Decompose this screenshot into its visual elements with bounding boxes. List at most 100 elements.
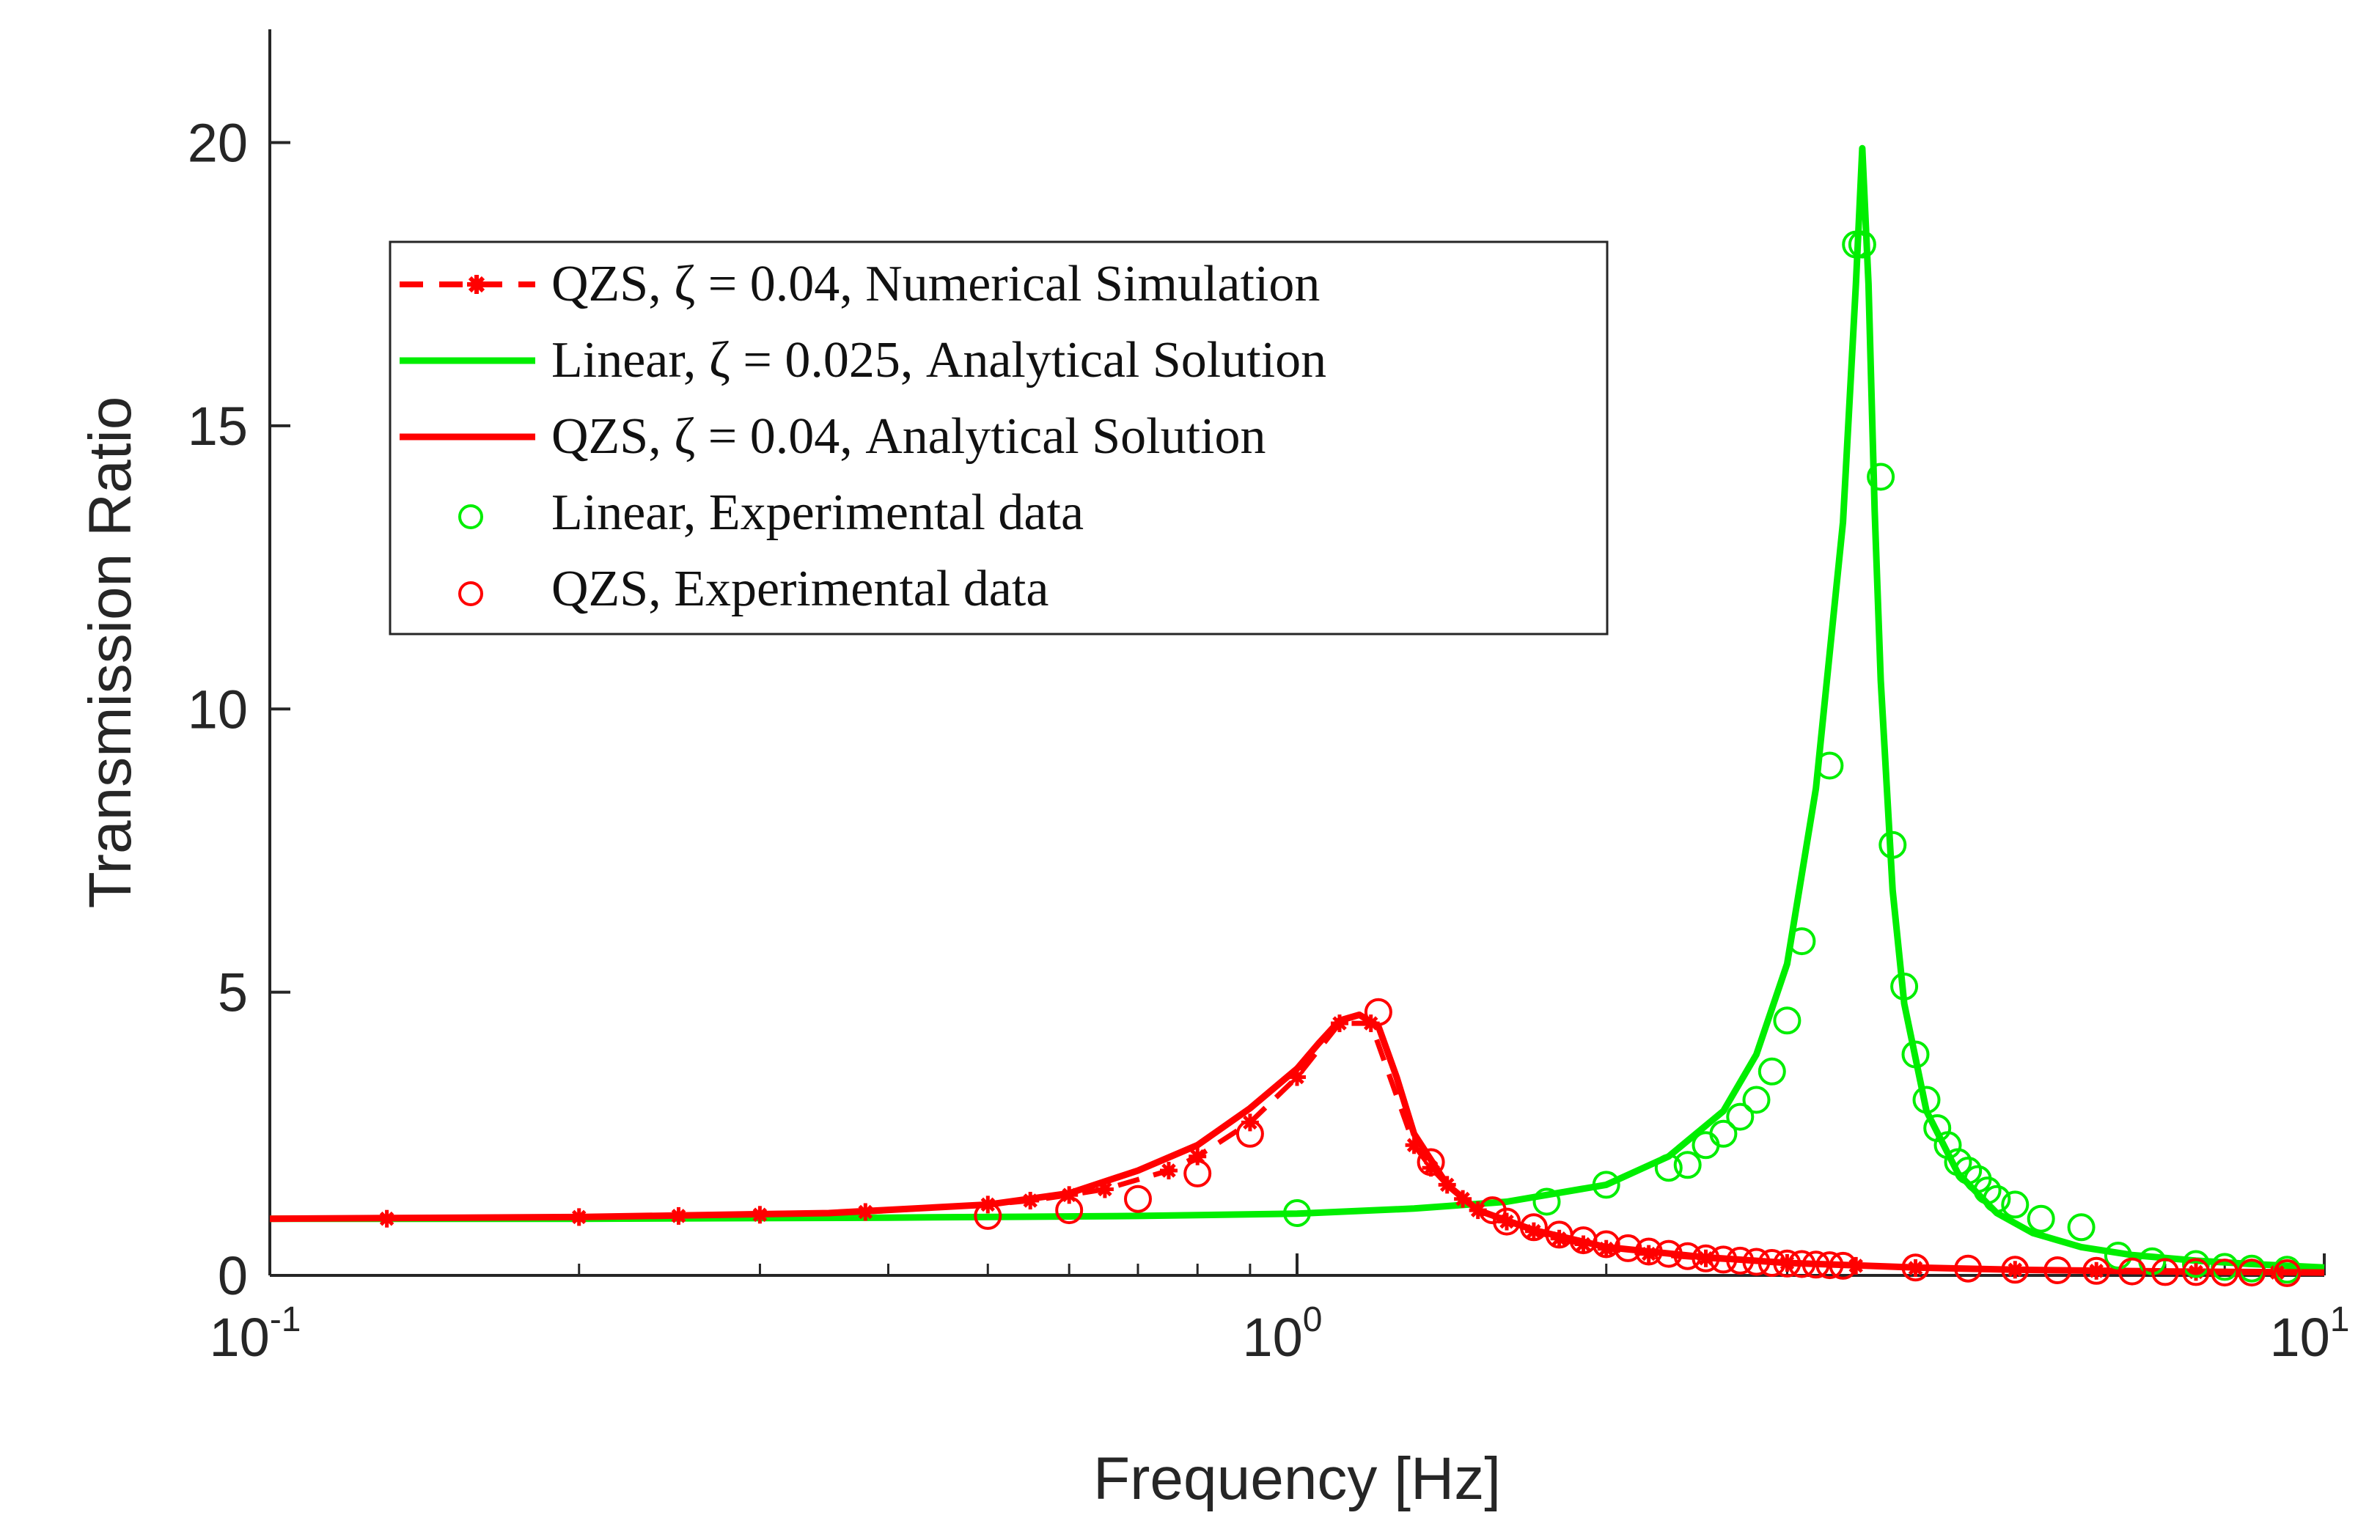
data-point-circle <box>1709 1245 1738 1274</box>
star-marker <box>856 1203 875 1221</box>
star-marker <box>1288 1068 1306 1086</box>
data-point-circle <box>1709 1119 1738 1148</box>
star-marker <box>1597 1239 1615 1258</box>
plot-series <box>269 144 2325 1287</box>
legend-swatch-star-marker <box>467 275 486 294</box>
data-point-circle <box>1912 1086 1941 1114</box>
data-point-circle <box>1532 1187 1561 1216</box>
data-point-circle <box>1983 1185 2011 1213</box>
data-point-circle <box>1867 463 1895 491</box>
data-point-circle <box>1235 1119 1264 1148</box>
star-marker <box>1524 1222 1543 1240</box>
data-point-circle <box>1788 1250 1816 1278</box>
data-point-circle <box>1726 1246 1755 1275</box>
star-marker <box>1160 1162 1178 1179</box>
star-marker <box>1405 1136 1423 1154</box>
data-point-circle <box>2043 1256 2072 1284</box>
legend-entry-linear-experimental: Linear, Experimental data <box>458 485 1084 541</box>
data-point-circle <box>2273 1259 2302 1287</box>
star-marker <box>1331 1014 1348 1033</box>
y-tick-label: 20 <box>188 113 248 174</box>
data-point-circle <box>1654 1239 1683 1268</box>
legend-label: QZS, ζ = 0.04, Numerical Simulation <box>551 256 1320 312</box>
star-marker <box>2006 1261 2024 1279</box>
data-point-circle <box>1829 1251 1857 1280</box>
y-tick-label: 15 <box>188 396 248 457</box>
data-point-circle <box>1417 1148 1445 1176</box>
x-axis-title: Frequency [Hz] <box>1093 1445 1501 1512</box>
data-point-circle <box>1973 1176 2002 1205</box>
data-point-circle <box>2182 1250 2210 1278</box>
star-marker <box>1574 1235 1593 1253</box>
data-point-circle <box>1283 1199 1311 1227</box>
legend-entry-linear-analytical: Linear, ζ = 0.025, Analytical Solution <box>400 332 1326 388</box>
y-tick-label: 0 <box>218 1245 248 1306</box>
data-point-circle <box>2238 1259 2266 1287</box>
y-axis-title: Transmission Ratio <box>77 397 144 909</box>
data-point-circle <box>1758 1057 1786 1086</box>
data-point-circle <box>1519 1213 1548 1242</box>
data-point-circle <box>1742 1086 1771 1114</box>
star-marker <box>669 1206 688 1225</box>
data-point-circle <box>1848 230 1876 259</box>
legend: QZS, ζ = 0.04, Numerical Simulation Line… <box>389 240 1609 635</box>
y-tick-label: 10 <box>188 679 248 740</box>
data-point-circle <box>1634 1237 1663 1266</box>
x-tick-label: 100 <box>1242 1300 1322 1368</box>
x-tick-label: 10-1 <box>210 1300 301 1368</box>
star-marker <box>1906 1259 1925 1277</box>
legend-entry-qzs-analytical: QZS, ζ = 0.04, Analytical Solution <box>400 408 1266 465</box>
legend-swatch-circle-marker <box>458 504 483 529</box>
data-point-circle <box>1842 230 1870 259</box>
data-point-circle <box>1788 927 1816 956</box>
legend-entry-qzs-experimental: QZS, Experimental data <box>458 561 1048 617</box>
data-point-circle <box>2151 1258 2179 1286</box>
x-tick-label: 101 <box>2269 1300 2349 1368</box>
data-point-circle <box>1692 1244 1720 1272</box>
data-point-circle <box>1758 1249 1786 1277</box>
data-point-circle <box>2082 1256 2111 1285</box>
data-point-circle <box>1673 1151 1702 1179</box>
data-point-circle <box>1890 972 1919 1001</box>
star-marker <box>570 1208 588 1226</box>
series-line-linear-analytical <box>270 144 2325 1271</box>
data-point-circle <box>1592 1171 1620 1199</box>
data-point-circle <box>2001 1190 2030 1219</box>
data-point-circle <box>2118 1257 2146 1286</box>
data-point-circle <box>2211 1259 2239 1287</box>
data-point-circle <box>1673 1242 1702 1270</box>
data-point-circle <box>1773 1006 1801 1035</box>
legend-entry-qzs-numerical: QZS, ζ = 0.04, Numerical Simulation <box>400 256 1320 312</box>
y-tick-label: 5 <box>218 962 248 1023</box>
data-point-circle <box>1801 1250 1830 1279</box>
data-point-circle <box>1901 1253 1930 1282</box>
data-point-circle <box>1654 1154 1683 1182</box>
data-point-circle <box>1493 1207 1521 1236</box>
data-point-circle <box>1901 1040 1930 1069</box>
star-marker <box>378 1209 396 1228</box>
data-point-circle <box>1364 998 1392 1026</box>
data-point-circle <box>1954 1254 1983 1283</box>
star-marker <box>751 1206 769 1224</box>
star-marker <box>1550 1229 1568 1248</box>
star-marker <box>1639 1245 1658 1263</box>
legend-box <box>389 240 1609 635</box>
star-marker <box>1021 1192 1040 1209</box>
data-point-circle <box>2182 1258 2210 1286</box>
data-point-circle <box>1954 1157 1983 1185</box>
star-marker <box>1454 1190 1472 1208</box>
legend-swatch-circle-marker <box>458 581 483 606</box>
legend-label: Linear, ζ = 0.025, Analytical Solution <box>551 332 1326 388</box>
data-point-circle <box>1592 1230 1620 1259</box>
data-point-circle <box>974 1201 1002 1230</box>
data-point-circle <box>1726 1102 1755 1131</box>
data-point-circle <box>2067 1213 2096 1242</box>
data-point-circle <box>1773 1249 1801 1278</box>
data-point-circle <box>1124 1185 1152 1213</box>
data-point-circle <box>2027 1204 2055 1233</box>
star-marker <box>2087 1261 2106 1280</box>
data-point-circle <box>1183 1159 1212 1187</box>
data-point-circle <box>1614 1234 1642 1262</box>
